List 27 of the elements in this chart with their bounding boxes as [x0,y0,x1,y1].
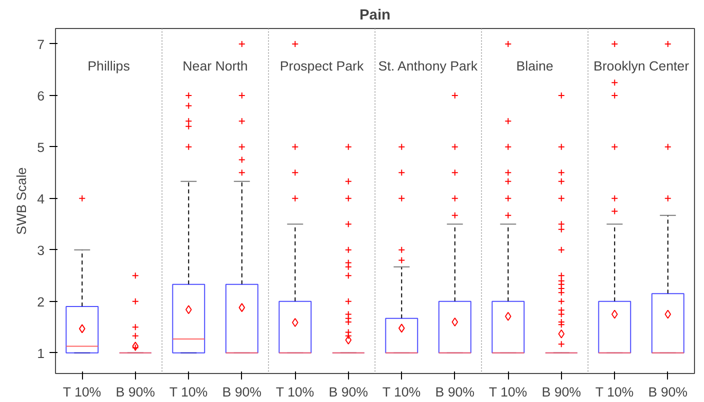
x-tick-label: T 10% [62,384,102,400]
x-tick-label: B 90% [542,384,582,400]
x-tick-label: B 90% [648,384,688,400]
annotation: Phillips [88,58,130,74]
x-tick-label: B 90% [116,384,156,400]
y-tick-label: 6 [37,88,45,104]
y-tick-label: 1 [37,346,45,361]
annotation: Near North [182,58,248,74]
annotation: Brooklyn Center [593,58,690,74]
x-tick-label: B 90% [435,384,475,400]
x-tick-label: T 10% [382,384,421,400]
annotation: St. Anthony Park [378,58,478,74]
y-tick-label: 5 [37,140,45,155]
y-tick-label: 4 [37,191,46,206]
y-tick-label: 3 [37,242,45,258]
y-axis-title: SWB Scale [14,167,30,235]
x-tick-label: T 10% [169,384,208,400]
x-tick-label: B 90% [222,384,262,400]
chart-title: Pain [360,8,391,24]
x-tick-label: T 10% [276,384,314,400]
y-tick-label: 7 [37,36,45,52]
annotation: Blaine [516,58,554,74]
annotation: Prospect Park [280,58,364,74]
y-tick-label: 2 [37,294,45,310]
x-tick-label: T 10% [488,384,528,400]
x-tick-label: B 90% [328,384,368,400]
x-tick-label: T 10% [595,384,634,400]
